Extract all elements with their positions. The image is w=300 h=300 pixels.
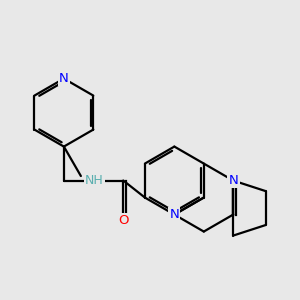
Text: N: N <box>228 174 238 187</box>
Text: O: O <box>228 173 238 186</box>
Text: N: N <box>169 208 179 221</box>
Text: N: N <box>59 72 69 85</box>
Text: O: O <box>118 214 129 227</box>
Text: NH: NH <box>85 174 104 187</box>
